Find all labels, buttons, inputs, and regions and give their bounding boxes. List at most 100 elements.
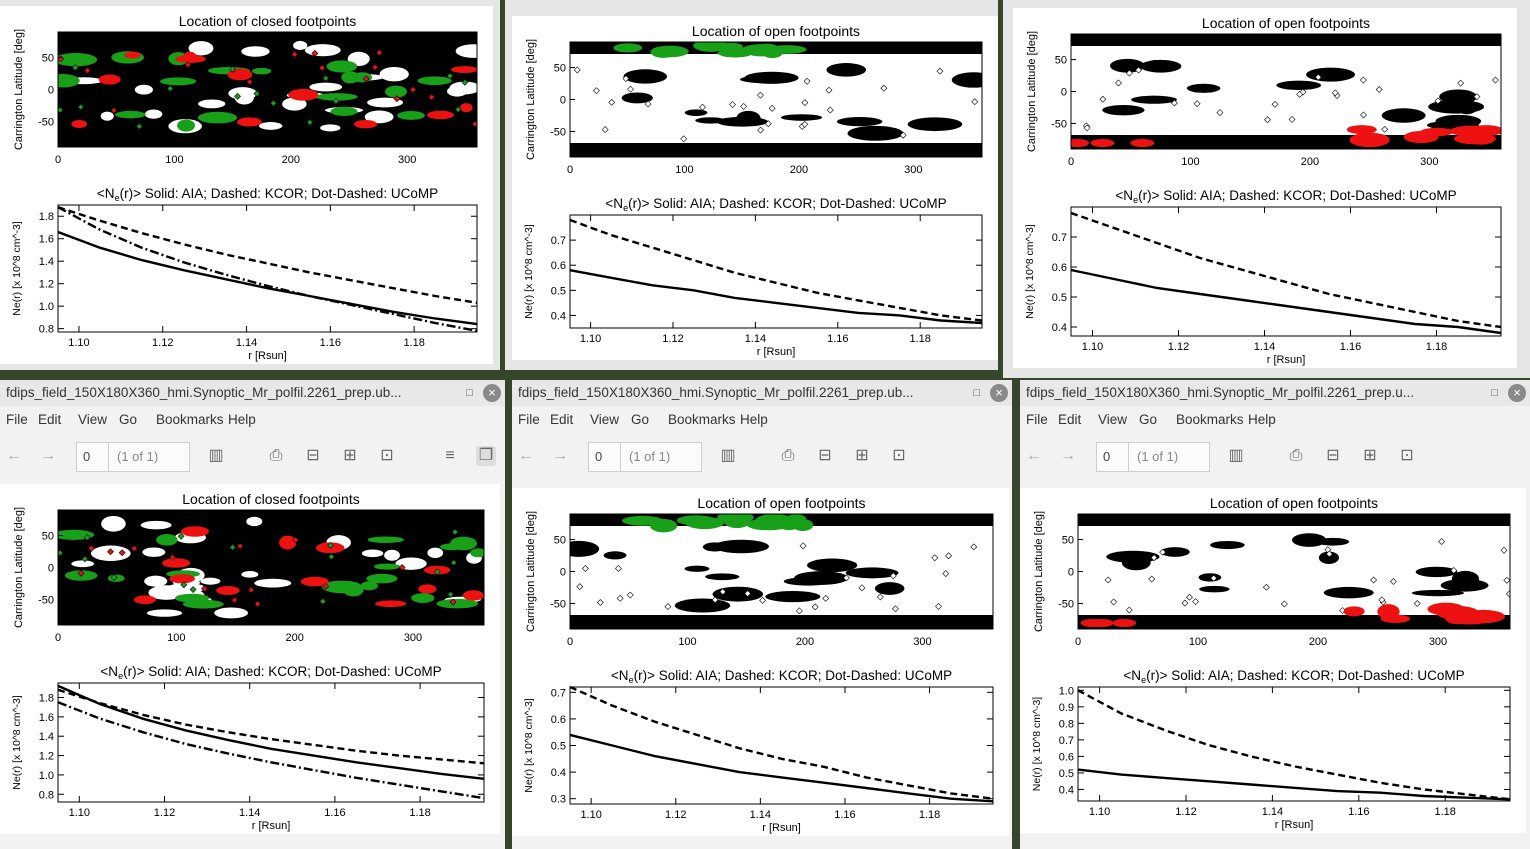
zoom-out-icon[interactable]: ⊟: [306, 447, 320, 464]
ne-title-text: Solid: AIA; Dashed: KCOR; Dot-Dashed: UC…: [659, 668, 952, 683]
map-ylabel: Carrington Latitude [deg]: [525, 39, 537, 160]
back-arrow-icon[interactable]: ←: [6, 447, 22, 464]
window-titlebar[interactable]: fdips_field_150X180X360_hmi.Synoptic_Mr_…: [0, 380, 505, 406]
ne-title-subscript: e: [1133, 195, 1138, 205]
menu-bookmarks[interactable]: Bookmarks: [156, 412, 224, 427]
map-gap: [100, 111, 114, 121]
menu-edit[interactable]: Edit: [550, 412, 574, 427]
south-open-red: [1130, 139, 1155, 147]
ne-frame: [1070, 206, 1502, 337]
open-footpoint-cluster: [702, 542, 727, 552]
map-xtick-label: 300: [1429, 636, 1447, 648]
open-footpoint-cluster: [1110, 58, 1145, 73]
page-number-input[interactable]: 0: [588, 442, 626, 472]
print-icon[interactable]: ⎙: [781, 447, 795, 464]
closed-footpoint-red: [98, 74, 121, 85]
menu-go[interactable]: Go: [631, 412, 650, 427]
menu-go[interactable]: Go: [1139, 412, 1158, 427]
sidebar-icon[interactable]: ▥: [720, 447, 736, 464]
ne-xtick-label: 1.18: [919, 809, 940, 821]
close-icon[interactable]: ×: [1508, 384, 1526, 402]
print-icon[interactable]: ⎙: [269, 447, 283, 464]
map-gap: [144, 109, 163, 119]
menu-view[interactable]: View: [590, 412, 620, 427]
footpoint-marker: [428, 93, 436, 101]
sidebar-icon[interactable]: ▥: [1228, 447, 1244, 464]
dual-page-icon[interactable]: ❐: [476, 446, 496, 466]
ne-title-symbol: <N: [1123, 668, 1141, 683]
continuous-icon[interactable]: ≡: [445, 447, 455, 464]
footpoint-marker: [1370, 576, 1378, 584]
menu-file[interactable]: File: [6, 412, 28, 427]
sidebar-icon[interactable]: ▥: [208, 447, 224, 464]
menu-go[interactable]: Go: [119, 412, 138, 427]
north-open-green: [761, 45, 785, 55]
back-arrow-icon[interactable]: ←: [1026, 447, 1042, 464]
page-number-input[interactable]: 0: [1096, 442, 1134, 472]
zoom-in-icon[interactable]: ⊞: [1363, 447, 1377, 464]
ne-ytick-label: 1.2: [39, 279, 54, 291]
zoom-out-icon[interactable]: ⊟: [818, 447, 832, 464]
ne-ytick-label: 1.0: [39, 770, 54, 782]
menu-help[interactable]: Help: [740, 412, 768, 427]
footpoint-marker: [1381, 125, 1389, 133]
ne-xtick-label: 1.16: [834, 809, 855, 821]
footpoint-marker: [71, 64, 79, 72]
back-arrow-icon[interactable]: ←: [518, 447, 534, 464]
closed-footpoint-green: [470, 548, 484, 558]
close-icon[interactable]: ×: [990, 384, 1008, 402]
open-footpoint-cluster: [1415, 566, 1458, 578]
plot-figure: Location of open footpoints Carrington La…: [523, 23, 983, 358]
menu-bookmarks[interactable]: Bookmarks: [668, 412, 736, 427]
fit-page-icon[interactable]: ⊡: [380, 447, 394, 464]
menu-view[interactable]: View: [1098, 412, 1128, 427]
menu-help[interactable]: Help: [228, 412, 256, 427]
forward-arrow-icon[interactable]: →: [40, 447, 56, 464]
menu-file[interactable]: File: [518, 412, 540, 427]
forward-arrow-icon[interactable]: →: [552, 447, 568, 464]
menu-bookmarks[interactable]: Bookmarks: [1176, 412, 1244, 427]
minimize-icon[interactable]: □: [466, 387, 473, 399]
footpoint-marker: [1325, 550, 1333, 558]
window-titlebar[interactable]: fdips_field_150X180X360_hmi.Synoptic_Mr_…: [512, 380, 1012, 406]
map-gap: [140, 520, 172, 530]
fit-page-icon[interactable]: ⊡: [1400, 447, 1414, 464]
minimize-icon[interactable]: □: [973, 387, 980, 399]
close-icon[interactable]: ×: [483, 384, 501, 402]
ne-frame: [569, 214, 983, 329]
menu-edit[interactable]: Edit: [38, 412, 62, 427]
footpoint-marker: [1375, 86, 1383, 93]
minimize-icon[interactable]: □: [1491, 387, 1498, 399]
window-title: fdips_field_150X180X360_hmi.Synoptic_Mr_…: [6, 385, 402, 400]
fit-page-icon[interactable]: ⊡: [892, 447, 906, 464]
map-ytick-label: -50: [38, 116, 54, 128]
menu-file[interactable]: File: [1026, 412, 1048, 427]
map-xtick-label: 0: [55, 154, 61, 166]
zoom-in-icon[interactable]: ⊞: [343, 447, 357, 464]
south-open-red: [1420, 127, 1454, 137]
footpoint-marker: [253, 90, 261, 98]
zoom-out-icon[interactable]: ⊟: [1326, 447, 1340, 464]
menu-help[interactable]: Help: [1248, 412, 1276, 427]
closed-footpoint-red: [353, 119, 378, 129]
print-icon[interactable]: ⎙: [1289, 447, 1303, 464]
footpoint-marker: [740, 102, 748, 110]
closed-footpoint-green: [174, 593, 210, 603]
ne-frame: [57, 204, 478, 333]
footpoint-marker: [935, 602, 942, 610]
footpoint-marker: [180, 581, 188, 589]
zoom-in-icon[interactable]: ⊞: [855, 447, 869, 464]
footpoint-marker: [291, 51, 299, 58]
map-gap: [241, 46, 270, 57]
forward-arrow-icon[interactable]: →: [1060, 447, 1076, 464]
window-titlebar[interactable]: fdips_field_150X180X360_hmi.Synoptic_Mr_…: [1020, 380, 1530, 406]
closed-footpoint-green: [366, 573, 398, 584]
open-footpoint-cluster: [765, 591, 821, 603]
map-ytick-label: -50: [38, 594, 54, 606]
closed-footpoint-green: [384, 85, 408, 98]
menu-view[interactable]: View: [78, 412, 108, 427]
menu-edit[interactable]: Edit: [1058, 412, 1082, 427]
page-number-input[interactable]: 0: [76, 442, 114, 472]
footpoint-marker: [447, 591, 455, 598]
ne-xtick-label: 1.16: [324, 807, 345, 819]
